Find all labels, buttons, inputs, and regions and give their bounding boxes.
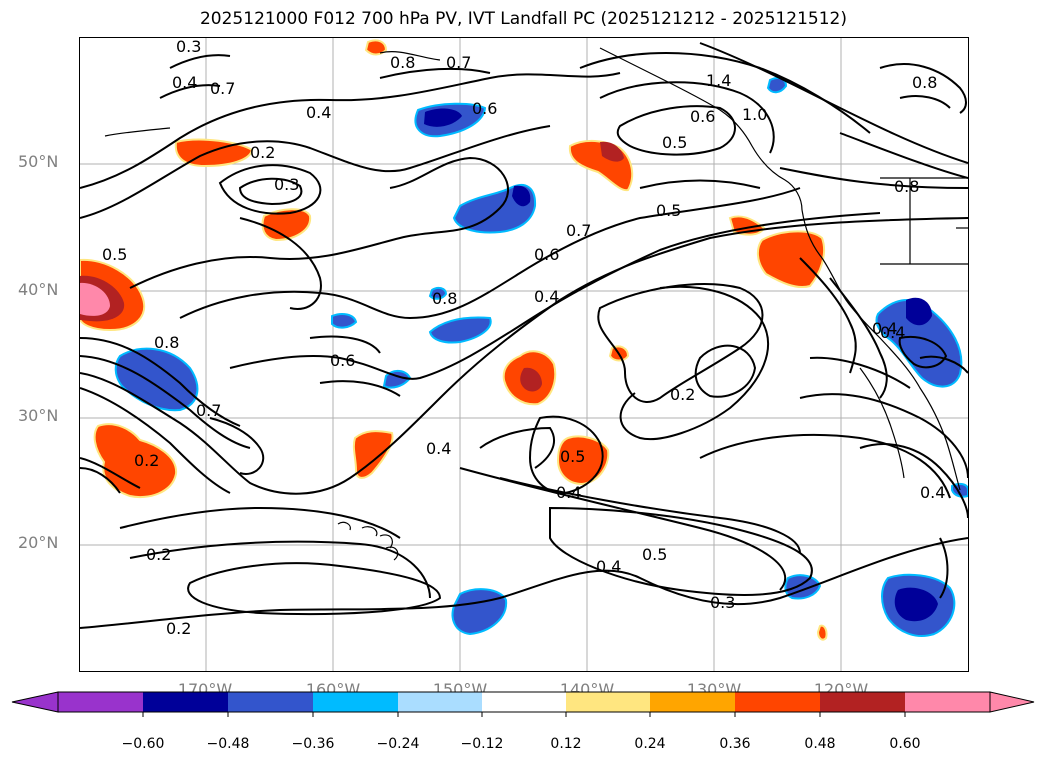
contour-label: 0.3 bbox=[274, 175, 299, 194]
contour-label: 0.6 bbox=[690, 107, 715, 126]
contour-label: 0.4 bbox=[426, 439, 451, 458]
colorbar-tick-label: −0.24 bbox=[376, 736, 420, 752]
colorbar-tick-label: −0.36 bbox=[291, 736, 335, 752]
coastlines bbox=[104, 47, 968, 561]
colorbar-tick-label: 0.60 bbox=[889, 736, 921, 752]
positive-anomaly-fills bbox=[80, 39, 828, 641]
contour-label: 0.4 bbox=[306, 103, 331, 122]
lat-label-20n: 20°N bbox=[18, 533, 59, 552]
map-canvas: 0.3 0.4 0.7 0.8 0.7 0.4 0.6 1.4 1.0 0.6 … bbox=[80, 38, 968, 671]
contour-label-group: 0.3 0.4 0.7 0.8 0.7 0.4 0.6 1.4 1.0 0.6 … bbox=[102, 38, 945, 638]
contour-label: 0.8 bbox=[432, 289, 457, 308]
contour-label: 0.2 bbox=[134, 451, 159, 470]
contour-label: 0.8 bbox=[390, 53, 415, 72]
contour-label: 0.7 bbox=[566, 221, 591, 240]
contour-label: 0.5 bbox=[662, 133, 687, 152]
contour-label: 0.6 bbox=[330, 351, 355, 370]
pv-contours bbox=[80, 42, 968, 629]
negative-anomaly-fills bbox=[114, 77, 968, 637]
contour-label: 0.5 bbox=[656, 201, 681, 220]
contour-label: 1.0 bbox=[742, 105, 767, 124]
contour-label: 0.5 bbox=[642, 545, 667, 564]
contour-label: 1.4 bbox=[706, 71, 731, 90]
contour-label: 0.8 bbox=[154, 333, 179, 352]
contour-label: 0.4 bbox=[556, 483, 581, 502]
colorbar-extend-low bbox=[11, 691, 59, 713]
contour-label: 0.4 bbox=[596, 557, 621, 576]
contour-label: 0.2 bbox=[166, 619, 191, 638]
contour-label: 0.4 bbox=[920, 483, 945, 502]
contour-label: 0.4 bbox=[880, 323, 905, 342]
contour-label: 0.2 bbox=[670, 385, 695, 404]
contour-label: 0.2 bbox=[250, 143, 275, 162]
contour-label: 0.5 bbox=[102, 245, 127, 264]
map-panel[interactable]: 0.3 0.4 0.7 0.8 0.7 0.4 0.6 1.4 1.0 0.6 … bbox=[79, 37, 969, 672]
contour-label: 0.6 bbox=[472, 99, 497, 118]
contour-label: 0.7 bbox=[196, 401, 221, 420]
contour-label: 0.3 bbox=[710, 593, 735, 612]
colorbar-tick-label: −0.48 bbox=[206, 736, 250, 752]
contour-label: 0.8 bbox=[912, 73, 937, 92]
contour-label: 0.8 bbox=[894, 177, 919, 196]
contour-label: 0.5 bbox=[560, 447, 585, 466]
contour-label: 0.4 bbox=[172, 73, 197, 92]
contour-label: 0.6 bbox=[534, 245, 559, 264]
colorbar-tick-label: −0.12 bbox=[460, 736, 504, 752]
lat-label-30n: 30°N bbox=[18, 406, 59, 425]
colorbar-extend-high bbox=[989, 691, 1035, 713]
colorbar-tick-label: 0.48 bbox=[804, 736, 836, 752]
contour-label: 0.7 bbox=[210, 79, 235, 98]
lat-label-40n: 40°N bbox=[18, 280, 59, 299]
colorbar-tick-label: −0.60 bbox=[121, 736, 165, 752]
colorbar bbox=[11, 691, 1035, 717]
contour-label: 0.4 bbox=[872, 319, 897, 338]
colorbar-tick-label: 0.12 bbox=[550, 736, 582, 752]
contour-label: 0.2 bbox=[146, 545, 171, 564]
contour-label: 0.3 bbox=[176, 38, 201, 56]
contour-label: 0.7 bbox=[446, 53, 471, 72]
plot-title: 2025121000 F012 700 hPa PV, IVT Landfall… bbox=[199, 9, 847, 29]
lat-label-50n: 50°N bbox=[18, 152, 59, 171]
colorbar-tick-label: 0.36 bbox=[719, 736, 751, 752]
contour-label: 0.4 bbox=[534, 287, 559, 306]
colorbar-tick-label: 0.24 bbox=[634, 736, 666, 752]
